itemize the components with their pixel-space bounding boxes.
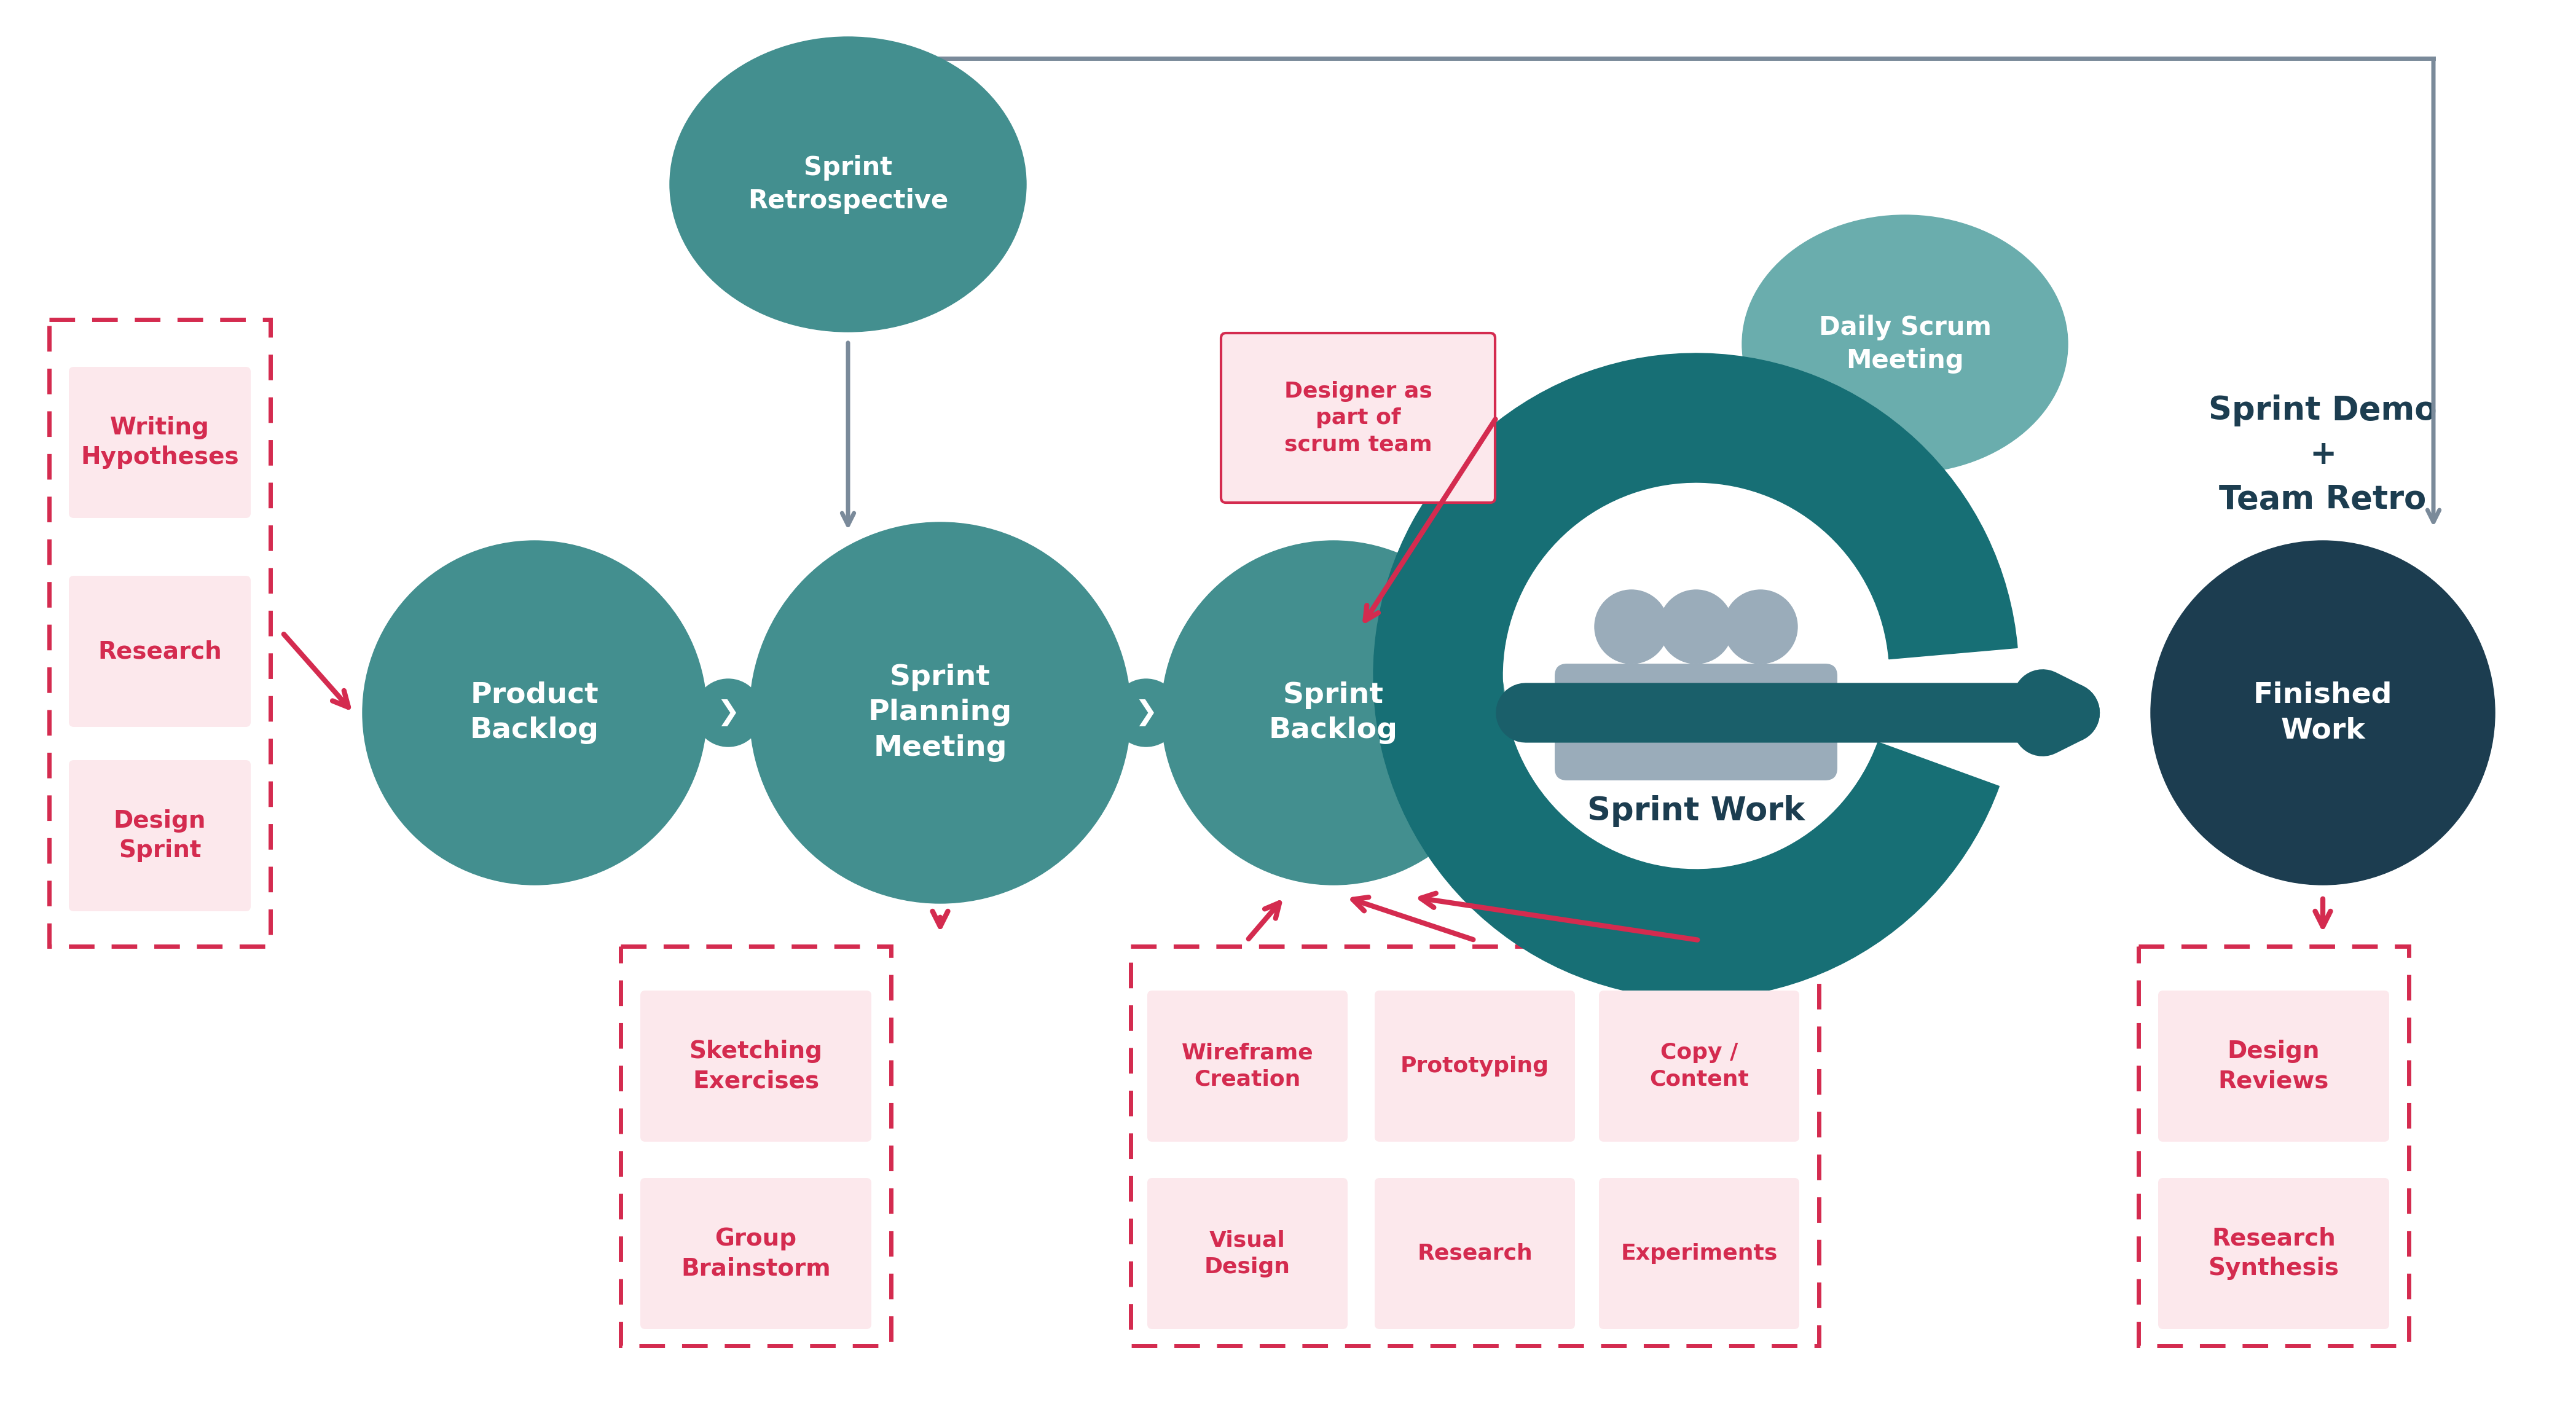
FancyBboxPatch shape: [1600, 991, 1798, 1142]
FancyBboxPatch shape: [1556, 664, 1837, 780]
Text: ❯: ❯: [716, 699, 739, 726]
FancyBboxPatch shape: [641, 1178, 871, 1330]
Text: Sketching
Exercises: Sketching Exercises: [690, 1040, 822, 1093]
Circle shape: [1504, 485, 1886, 866]
Text: Sprint
Retrospective: Sprint Retrospective: [747, 156, 948, 214]
Text: Visual
Design: Visual Design: [1206, 1230, 1291, 1278]
FancyBboxPatch shape: [1146, 991, 1347, 1142]
Text: Design
Sprint: Design Sprint: [113, 810, 206, 862]
FancyBboxPatch shape: [70, 576, 250, 727]
Text: Research: Research: [1417, 1243, 1533, 1264]
Text: Copy /
Content: Copy / Content: [1649, 1042, 1749, 1090]
Text: Sprint
Planning
Meeting: Sprint Planning Meeting: [868, 664, 1012, 762]
FancyBboxPatch shape: [2159, 991, 2388, 1142]
FancyBboxPatch shape: [1221, 333, 1494, 503]
Text: Sprint Work: Sprint Work: [1587, 796, 1806, 827]
Bar: [2138, 946, 2409, 1346]
Ellipse shape: [670, 36, 1025, 332]
FancyBboxPatch shape: [1146, 1178, 1347, 1330]
Circle shape: [1162, 541, 1504, 885]
Text: Sprint Demo
+
Team Retro: Sprint Demo + Team Retro: [2208, 394, 2437, 516]
Text: Research: Research: [98, 640, 222, 663]
Ellipse shape: [1741, 216, 2069, 474]
FancyBboxPatch shape: [2159, 1178, 2388, 1330]
Circle shape: [2151, 541, 2496, 885]
Circle shape: [1595, 590, 1669, 664]
Circle shape: [696, 679, 762, 747]
Text: Finished
Work: Finished Work: [2254, 681, 2393, 744]
Text: Research
Synthesis: Research Synthesis: [2208, 1227, 2339, 1281]
Text: Designer as
part of
scrum team: Designer as part of scrum team: [1283, 381, 1432, 455]
Circle shape: [1659, 590, 1734, 664]
Circle shape: [750, 523, 1131, 904]
Bar: [49, 319, 270, 946]
Bar: [1131, 946, 1819, 1346]
Bar: [621, 946, 891, 1346]
FancyBboxPatch shape: [1376, 1178, 1574, 1330]
Text: ❯: ❯: [1133, 699, 1157, 726]
Text: Product
Backlog: Product Backlog: [469, 681, 600, 744]
Text: Daily Scrum
Meeting: Daily Scrum Meeting: [1819, 315, 1991, 374]
Circle shape: [1113, 679, 1180, 747]
Text: Prototyping: Prototyping: [1401, 1056, 1548, 1076]
Text: Group
Brainstorm: Group Brainstorm: [680, 1227, 829, 1281]
Text: Wireframe
Creation: Wireframe Creation: [1182, 1042, 1314, 1090]
FancyBboxPatch shape: [70, 761, 250, 911]
FancyBboxPatch shape: [1600, 1178, 1798, 1330]
Wedge shape: [1373, 353, 2017, 999]
FancyBboxPatch shape: [70, 367, 250, 518]
Text: Sprint
Backlog: Sprint Backlog: [1270, 681, 1399, 744]
FancyBboxPatch shape: [641, 991, 871, 1142]
Text: Experiments: Experiments: [1620, 1243, 1777, 1264]
Circle shape: [363, 541, 706, 885]
Text: Writing
Hypotheses: Writing Hypotheses: [80, 416, 240, 469]
Text: Design
Reviews: Design Reviews: [2218, 1040, 2329, 1093]
Circle shape: [1723, 590, 1798, 664]
FancyBboxPatch shape: [1376, 991, 1574, 1142]
